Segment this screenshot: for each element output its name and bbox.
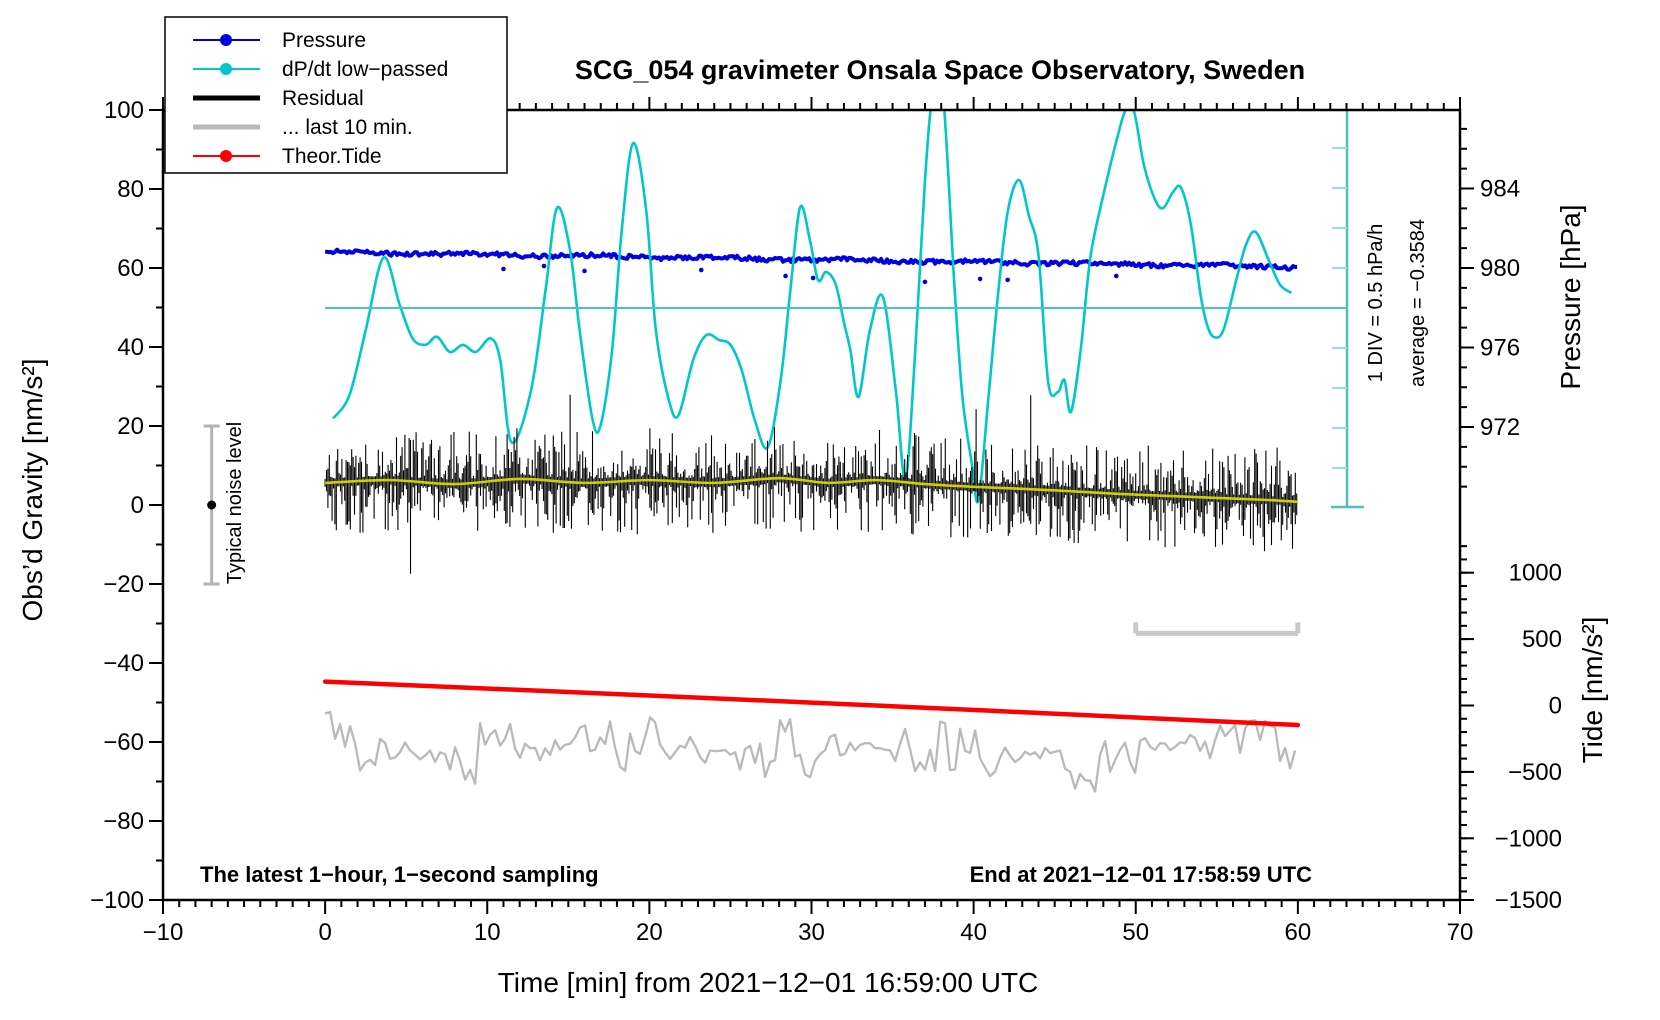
pressure-outlier-dot	[541, 263, 547, 269]
legend-label-tide: Theor.Tide	[282, 145, 382, 168]
tick-label: 984	[1480, 176, 1520, 203]
tick-label: 972	[1480, 414, 1520, 441]
tick-label: −1500	[1495, 887, 1562, 914]
pressure-outlier-dot	[582, 268, 587, 274]
pressure-outlier-dot	[1005, 277, 1010, 283]
legend: Pressure dP/dt low−passed Residual ... l…	[164, 16, 508, 174]
tick-label: 60	[1285, 919, 1312, 946]
tick-label: 10	[474, 919, 501, 946]
tick-label: 30	[798, 919, 825, 946]
tick-label: 80	[117, 176, 144, 203]
tick-label: −10	[143, 919, 184, 946]
last10-series	[324, 710, 1297, 793]
pressure-axis-title: Pressure [hPa]	[1555, 204, 1586, 389]
tick-label: −1000	[1495, 825, 1562, 852]
tick-label: −40	[103, 650, 144, 677]
tick-label: 40	[117, 334, 144, 361]
y-axis-title: Obs’d Gravity [nm/s²]	[17, 359, 48, 622]
pressure-outlier-dot	[783, 273, 788, 279]
theor-tide-series	[322, 679, 1301, 728]
residual-lowpass-series	[325, 476, 1298, 504]
tide-axis-title: Tide [nm/s²]	[1577, 617, 1608, 764]
legend-dot-dpdt	[220, 63, 232, 75]
tick-label: 1000	[1509, 560, 1562, 587]
tick-label: 20	[117, 413, 144, 440]
tick-label: 40	[960, 919, 987, 946]
series-layer	[322, 110, 1301, 793]
x-axis-title: Time [min] from 2021−12−01 16:59:00 UTC	[498, 967, 1039, 998]
tick-label: −20	[103, 571, 144, 598]
legend-dot-tide	[220, 150, 232, 162]
pressure-outlier-dot	[1113, 273, 1119, 279]
tick-label: −80	[103, 808, 144, 835]
page-title: SCG_054 gravimeter Onsala Space Observat…	[575, 55, 1305, 85]
legend-label-last10: ... last 10 min.	[282, 116, 413, 139]
legend-dot-pressure	[220, 34, 232, 46]
pressure-outlier-dot	[698, 267, 704, 273]
overlay-layer	[203, 110, 1364, 636]
pressure-series	[325, 247, 1298, 272]
end-note: End at 2021−12−01 17:58:59 UTC	[970, 862, 1313, 887]
pressure-outlier-dot	[810, 275, 816, 281]
tick-label: 60	[117, 255, 144, 282]
tick-label: 20	[636, 919, 663, 946]
pressure-outlier-dot	[922, 279, 928, 285]
div-scale-label: 1 DIV = 0.5 hPa/h	[1365, 224, 1387, 382]
legend-label-dpdt: dP/dt low−passed	[282, 58, 448, 81]
tick-label: 500	[1522, 626, 1562, 653]
tick-label: −100	[90, 887, 144, 914]
legend-label-residual: Residual	[282, 87, 364, 110]
tick-label: −60	[103, 729, 144, 756]
pressure-outlier-dot	[977, 276, 983, 282]
tick-label: 976	[1480, 335, 1520, 362]
tick-label: 0	[318, 919, 331, 946]
tick-label: 70	[1447, 919, 1474, 946]
tick-label: 0	[1549, 693, 1562, 720]
sampling-note: The latest 1−hour, 1−second sampling	[200, 862, 599, 887]
tick-label: 980	[1480, 255, 1520, 282]
noise-level-dot	[207, 500, 217, 510]
axes-layer: −10 0 10 20 30 40 50 60 70−100−80−60−40−20020406…	[90, 97, 1562, 946]
tick-label: 100	[104, 97, 144, 124]
dpdt-series	[332, 110, 1293, 504]
plot-frame	[161, 108, 1462, 902]
average-label: average = −0.3584	[1407, 219, 1429, 387]
legend-label-pressure: Pressure	[282, 29, 366, 52]
tick-label: 0	[131, 492, 144, 519]
tick-label: −500	[1508, 759, 1562, 786]
tick-label: 50	[1122, 919, 1149, 946]
noise-level-label: Typical noise level	[224, 422, 246, 584]
pressure-outlier-dot	[501, 266, 506, 272]
